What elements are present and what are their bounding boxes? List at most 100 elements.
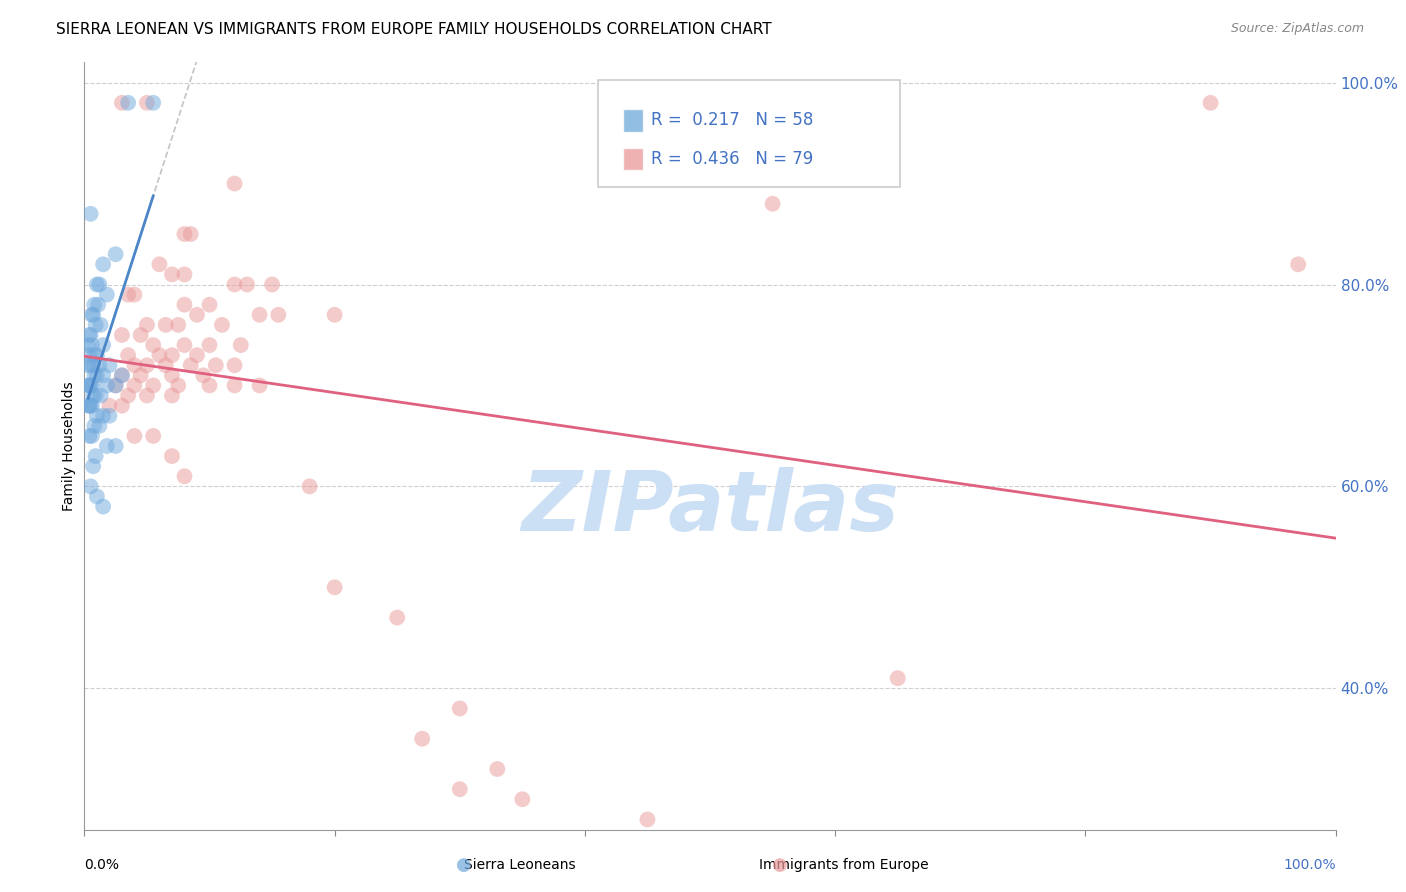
Point: [160, 449, 183, 463]
Point: [82, 308, 104, 322]
Point: [80, 399, 103, 413]
Point: [142, 378, 165, 392]
Point: [98, 399, 121, 413]
Point: [198, 338, 221, 352]
Point: [91, 338, 114, 352]
Point: [249, 378, 271, 392]
Point: [155, 358, 177, 372]
Point: [79, 399, 101, 413]
Point: [160, 368, 183, 383]
Point: [79, 399, 101, 413]
Point: [79, 358, 101, 372]
Point: [86, 348, 108, 362]
Point: [262, 277, 284, 292]
Point: [111, 95, 134, 110]
Point: [86, 490, 108, 504]
Point: [80, 429, 103, 443]
Point: [136, 388, 159, 402]
Point: [323, 580, 346, 594]
Point: [173, 268, 195, 282]
Point: [186, 308, 208, 322]
Point: [77, 338, 100, 352]
Text: Source: ZipAtlas.com: Source: ZipAtlas.com: [1230, 22, 1364, 36]
Text: Immigrants from Europe: Immigrants from Europe: [759, 858, 928, 872]
Point: [80, 378, 103, 392]
Point: [186, 348, 208, 362]
Point: [77, 399, 100, 413]
Point: [111, 368, 134, 383]
Point: [98, 358, 121, 372]
Point: [111, 399, 134, 413]
Point: [111, 328, 134, 343]
Point: [136, 95, 159, 110]
Point: [148, 348, 170, 362]
Point: [117, 348, 139, 362]
Point: [142, 429, 165, 443]
Point: [136, 318, 159, 332]
Point: [249, 308, 271, 322]
Point: [411, 731, 433, 746]
Point: [160, 268, 183, 282]
Point: [79, 479, 101, 493]
Point: [89, 358, 111, 372]
Point: [198, 378, 221, 392]
Point: [80, 308, 103, 322]
Point: [79, 328, 101, 343]
Text: ZIPatlas: ZIPatlas: [522, 467, 898, 548]
Point: [89, 277, 111, 292]
Point: [160, 348, 183, 362]
Point: [84, 388, 107, 402]
Point: [224, 378, 246, 392]
Point: [323, 308, 346, 322]
Point: [449, 782, 471, 797]
Point: [117, 95, 139, 110]
Point: [79, 328, 101, 343]
Point: [91, 500, 114, 514]
Point: [637, 813, 659, 827]
Text: ●: ●: [456, 856, 472, 874]
Point: [91, 409, 114, 423]
Point: [180, 358, 202, 372]
Point: [82, 388, 104, 402]
Point: [91, 368, 114, 383]
Text: Sierra Leoneans: Sierra Leoneans: [464, 858, 576, 872]
Point: [124, 287, 146, 301]
Point: [87, 298, 110, 312]
Point: [385, 610, 409, 624]
Point: [79, 378, 101, 392]
Point: [83, 368, 105, 383]
Point: [84, 449, 107, 463]
Point: [104, 378, 127, 392]
Point: [83, 418, 105, 433]
Point: [167, 378, 190, 392]
Point: [104, 247, 127, 261]
Point: [90, 318, 112, 332]
Point: [80, 338, 103, 352]
Point: [104, 439, 127, 453]
Point: [167, 318, 190, 332]
Point: [198, 298, 221, 312]
Point: [229, 338, 252, 352]
Y-axis label: Family Households: Family Households: [62, 381, 76, 511]
Point: [1199, 95, 1222, 110]
Point: [82, 459, 104, 474]
Point: [79, 207, 101, 221]
Point: [83, 298, 105, 312]
Point: [136, 358, 159, 372]
Point: [224, 358, 246, 372]
Point: [96, 439, 118, 453]
Point: [86, 277, 108, 292]
Point: [267, 308, 290, 322]
Point: [1286, 257, 1309, 271]
Point: [124, 429, 146, 443]
Point: [90, 388, 112, 402]
Point: [224, 277, 246, 292]
Point: [211, 318, 233, 332]
Point: [98, 409, 121, 423]
Point: [173, 469, 195, 483]
Point: [129, 368, 152, 383]
Point: [180, 227, 202, 241]
Point: [79, 378, 101, 392]
Text: ●: ●: [772, 856, 789, 874]
Text: SIERRA LEONEAN VS IMMIGRANTS FROM EUROPE FAMILY HOUSEHOLDS CORRELATION CHART: SIERRA LEONEAN VS IMMIGRANTS FROM EUROPE…: [56, 22, 772, 37]
